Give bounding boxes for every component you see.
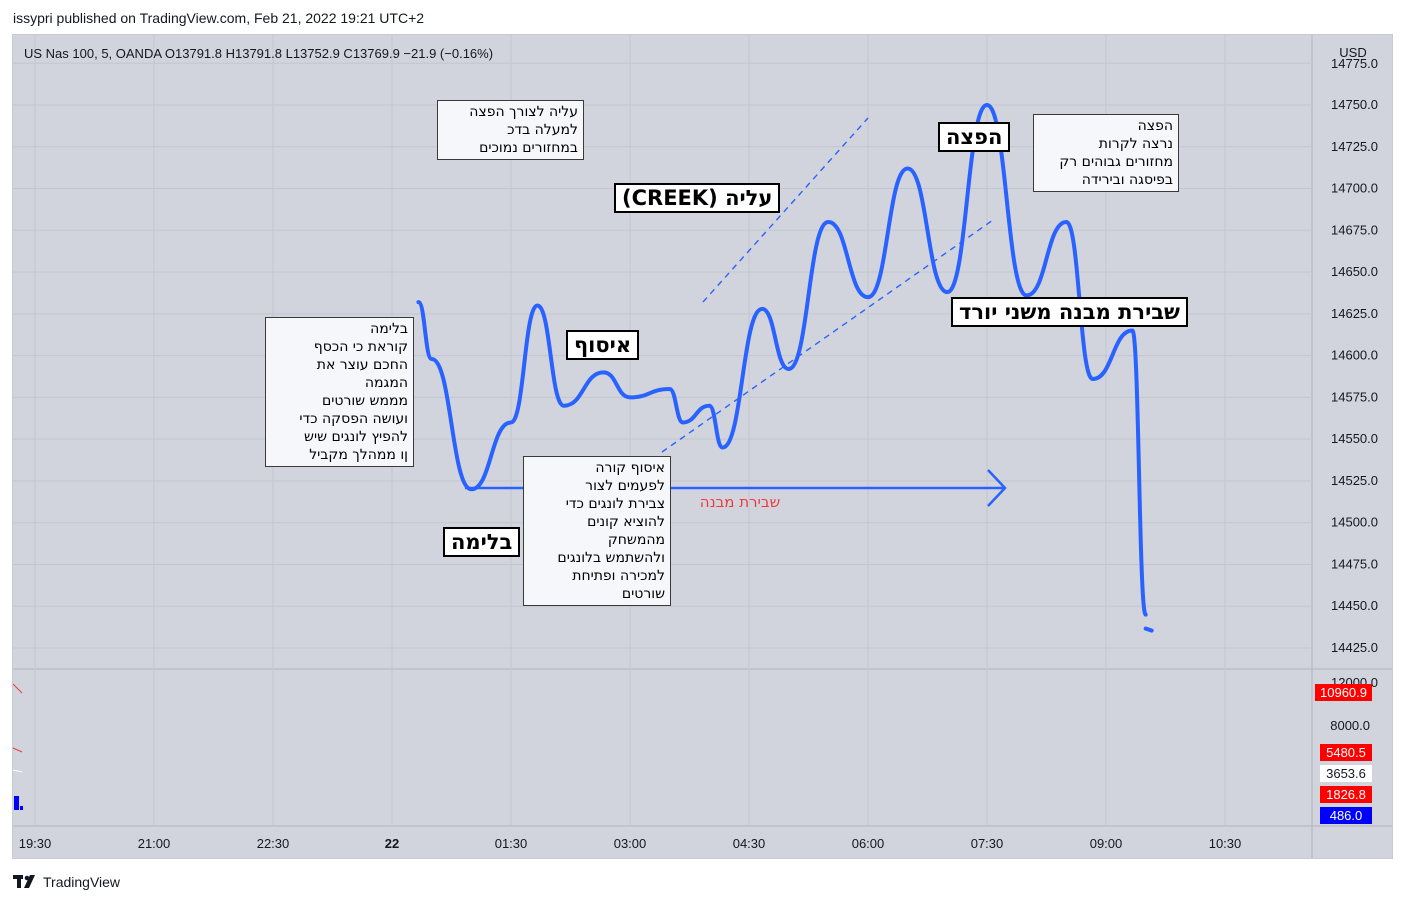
time-tick-label: 22:30 (257, 836, 290, 851)
price-tick-label: 14450.0 (1331, 598, 1378, 613)
channel-upper-line (702, 117, 869, 303)
label-accumulation[interactable]: איסוף (566, 330, 640, 360)
price-tick-label: 14700.0 (1331, 181, 1378, 196)
volume-marker (12, 769, 23, 773)
time-ticks: 19:30 21:00 22:30 22 01:30 03:00 04:30 06:00 07:… (19, 836, 1242, 851)
note-accumulation[interactable]: איסוף קורה לפעמים לצור צבירת לונגים כדי … (523, 456, 671, 606)
price-tick-label: 14575.0 (1331, 389, 1378, 404)
label-creek[interactable]: עליה (CREEK) (614, 183, 781, 213)
label-downtrend-break[interactable]: שבירת מבנה משני יורד (951, 297, 1188, 327)
tradingview-logo[interactable]: TradingView (13, 874, 120, 890)
publisher-line: issypri published on TradingView.com, Fe… (13, 10, 425, 26)
time-tick-label: 19:30 (19, 836, 52, 851)
price-tick-label: 14775.0 (1331, 56, 1378, 71)
time-tick-label: 21:00 (138, 836, 171, 851)
ohlc-legend: US Nas 100, 5, OANDA O13791.8 H13791.8 L… (24, 46, 494, 61)
volume-badge: 1826.8 (1320, 786, 1372, 803)
channel-lower-line (661, 219, 994, 453)
volume-badge: 10960.9 (1315, 684, 1372, 701)
price-tick-label: 14650.0 (1331, 264, 1378, 279)
price-tick-label: 14600.0 (1331, 348, 1378, 363)
volume-marker (12, 683, 23, 694)
note-stopping-action[interactable]: בלימה קוראת כי הכסף החכם עוצר את המגמה מ… (265, 317, 414, 467)
volume-badge: 5480.5 (1320, 744, 1372, 761)
note-markup[interactable]: עליה לצורך הפצה למעלה בדכ במחזורים נמוכי… (437, 100, 584, 160)
structure-break-arrowhead (987, 469, 1007, 507)
time-tick-label: 06:00 (852, 836, 885, 851)
time-tick-label: 01:30 (495, 836, 528, 851)
volume-bar (20, 806, 23, 810)
note-distribution[interactable]: הפצה נרצה לקרות מחזורים גבוהים רק בפיסגה… (1033, 114, 1179, 192)
label-stopping[interactable]: בלימה (443, 527, 521, 557)
currency-label: USD (1339, 45, 1366, 60)
price-tick-label: 14725.0 (1331, 139, 1378, 154)
volume-badge: 3653.6 (1320, 765, 1372, 782)
time-tick-label: 03:00 (614, 836, 647, 851)
volume-marker (12, 747, 23, 753)
time-tick-label: 10:30 (1209, 836, 1242, 851)
price-tick-label: 14750.0 (1331, 97, 1378, 112)
time-tick-label: 07:30 (971, 836, 1004, 851)
price-tick-label: 14525.0 (1331, 473, 1378, 488)
volume-tick: 8000.0 (1330, 718, 1370, 733)
volume-bar (14, 796, 19, 810)
price-drawing-line (416, 103, 1148, 617)
structure-break-text: שבירת מבנה (700, 493, 780, 511)
volume-badge: 486.0 (1320, 807, 1372, 824)
tradingview-wordmark: TradingView (43, 874, 121, 890)
time-tick-label: 09:00 (1090, 836, 1123, 851)
price-drawing-end (1143, 626, 1154, 633)
price-tick-label: 14625.0 (1331, 306, 1378, 321)
price-tick-label: 14500.0 (1331, 515, 1378, 530)
price-tick-label: 14475.0 (1331, 556, 1378, 571)
label-distribution[interactable]: הפצה (938, 122, 1011, 152)
price-tick-label: 14425.0 (1331, 640, 1378, 655)
price-tick-label: 14550.0 (1331, 431, 1378, 446)
price-tick-label: 14675.0 (1331, 222, 1378, 237)
tradingview-icon (13, 875, 35, 888)
time-tick-label: 04:30 (733, 836, 766, 851)
time-tick-label: 22 (385, 836, 399, 851)
